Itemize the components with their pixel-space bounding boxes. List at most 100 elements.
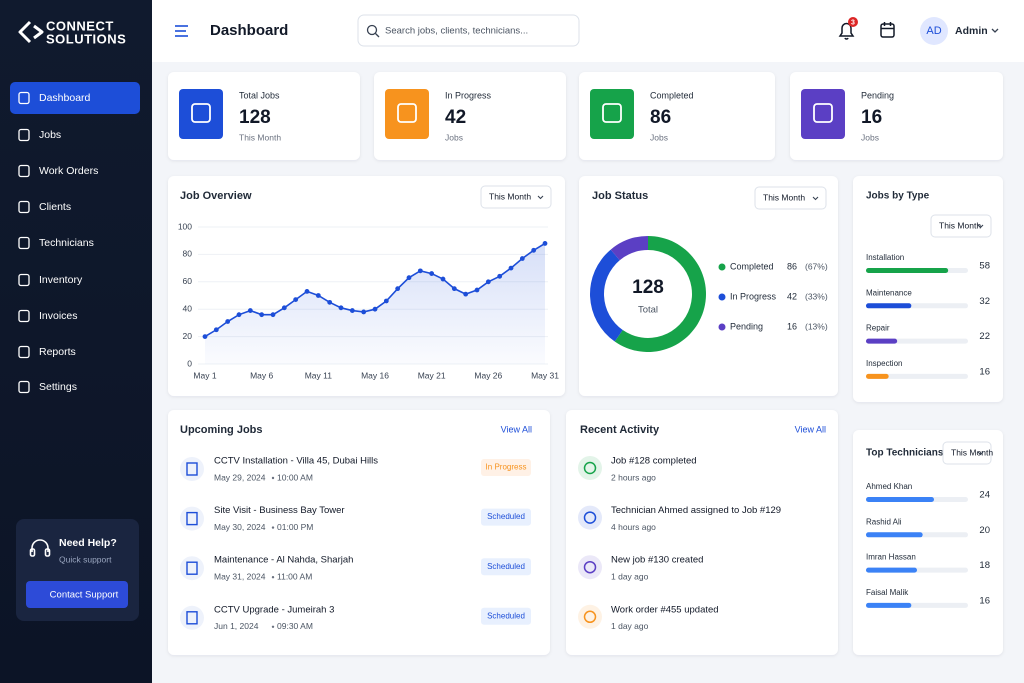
view-all-link[interactable]: View All <box>795 424 826 434</box>
bar-label: Faisal Malik <box>866 588 909 597</box>
line-point <box>361 309 367 315</box>
filter-label[interactable]: This Month <box>939 220 981 230</box>
job-status: In Progress <box>486 463 527 472</box>
job-time: 11:00 AM <box>277 571 312 581</box>
job-icon-bg <box>180 556 204 581</box>
card <box>168 410 550 655</box>
nav-item[interactable]: Settings <box>39 381 77 393</box>
activity-text: Job #128 completed <box>611 456 697 467</box>
line-point <box>531 247 537 253</box>
headset-icon <box>29 539 51 557</box>
chevron <box>812 196 819 201</box>
card-title: Recent Activity <box>580 424 660 436</box>
view-all-link[interactable]: View All <box>501 424 532 434</box>
nav-item[interactable]: Invoices <box>39 310 78 322</box>
bar <box>866 602 912 608</box>
activity-icon-bg <box>578 505 602 530</box>
line-point <box>349 308 355 313</box>
notification-count: 3 <box>851 19 855 26</box>
legend-dot <box>718 263 726 271</box>
nav-icon <box>18 91 30 105</box>
legend-label: Completed <box>730 261 774 271</box>
nav-icon <box>18 236 30 250</box>
line-point <box>281 305 287 311</box>
job-title: CCTV Upgrade - Jumeirah 3 <box>214 604 334 615</box>
nav-item[interactable]: Reports <box>39 346 76 358</box>
line-point <box>440 276 446 282</box>
nav-icon <box>18 309 30 323</box>
hamburger[interactable] <box>175 25 188 37</box>
job-time: 09:30 AM <box>277 621 313 631</box>
user-chevron[interactable] <box>991 28 999 33</box>
stat-icon <box>385 89 429 139</box>
x-tick-label: May 11 <box>305 370 333 380</box>
contact-support-button[interactable] <box>26 581 128 608</box>
bar <box>866 532 923 538</box>
nav-icon <box>18 345 30 359</box>
line-point <box>247 308 253 313</box>
filter-label[interactable]: This Month <box>763 192 805 202</box>
brand-line1: CONNECT <box>46 18 114 33</box>
help-button-label[interactable]: Contact Support <box>50 590 119 601</box>
activity-time: 2 hours ago <box>611 472 656 482</box>
chevron <box>537 195 544 200</box>
donut-segment <box>610 236 648 261</box>
stat-icon-glyph <box>813 103 833 123</box>
search-box[interactable] <box>357 14 580 47</box>
filter-dropdown[interactable] <box>480 185 552 209</box>
job-title: Site Visit - Business Bay Tower <box>214 505 345 516</box>
nav-item[interactable]: Clients <box>39 201 71 213</box>
bar-value: 20 <box>979 525 990 536</box>
chevron <box>977 224 984 229</box>
line-point <box>497 273 503 279</box>
brand-line2: SOLUTIONS <box>46 31 126 46</box>
separator-dot <box>271 476 275 480</box>
filter-dropdown[interactable] <box>754 186 827 210</box>
legend-share: (67%) <box>805 261 828 271</box>
nav-item[interactable]: Technicians <box>39 237 94 249</box>
line-point <box>225 319 231 324</box>
nav-item[interactable]: Jobs <box>39 129 61 141</box>
line-point <box>383 298 389 304</box>
activity-icon-bg <box>578 604 602 629</box>
line-point <box>519 256 525 261</box>
stat-label: Completed <box>650 90 694 100</box>
nav-icon <box>18 200 30 214</box>
stat-sub: This Month <box>239 132 281 142</box>
card <box>566 410 838 655</box>
activity-time: 4 hours ago <box>611 522 656 532</box>
nav-item[interactable]: Work Orders <box>39 165 98 177</box>
filter-dropdown[interactable] <box>930 214 992 238</box>
activity-text: Work order #455 updated <box>611 604 719 615</box>
job-title: Maintenance - Al Nahda, Sharjah <box>214 555 353 566</box>
bell-icon[interactable] <box>838 22 855 40</box>
legend-dot <box>718 323 726 331</box>
avatar[interactable] <box>920 17 948 45</box>
activity-time: 1 day ago <box>611 571 649 581</box>
job-status: Scheduled <box>487 512 525 521</box>
separator-dot <box>271 625 275 628</box>
nav-item[interactable]: Inventory <box>39 274 83 286</box>
filter-label[interactable]: This Month <box>489 191 531 201</box>
bar-label: Inspection <box>866 359 902 368</box>
activity-icon <box>583 461 597 475</box>
stat-value: 42 <box>445 107 466 128</box>
line-point <box>213 327 219 333</box>
line-point <box>202 334 208 339</box>
filter-label[interactable]: This Month <box>951 447 993 457</box>
nav-item[interactable]: Dashboard <box>39 92 91 104</box>
help-subtitle: Quick support <box>59 554 112 564</box>
bar-label: Maintenance <box>866 288 912 297</box>
stat-sub: Jobs <box>445 132 463 142</box>
calendar-icon[interactable] <box>880 22 895 38</box>
stat-label: Total Jobs <box>239 90 280 100</box>
filter-dropdown[interactable] <box>942 441 992 465</box>
x-tick-label: May 1 <box>193 370 216 380</box>
notification-badge <box>848 17 858 27</box>
y-tick-label: 40 <box>183 303 193 313</box>
job-icon-bg <box>180 605 204 630</box>
line-point <box>259 312 265 318</box>
bar <box>866 303 912 309</box>
stat-value: 16 <box>861 107 882 128</box>
